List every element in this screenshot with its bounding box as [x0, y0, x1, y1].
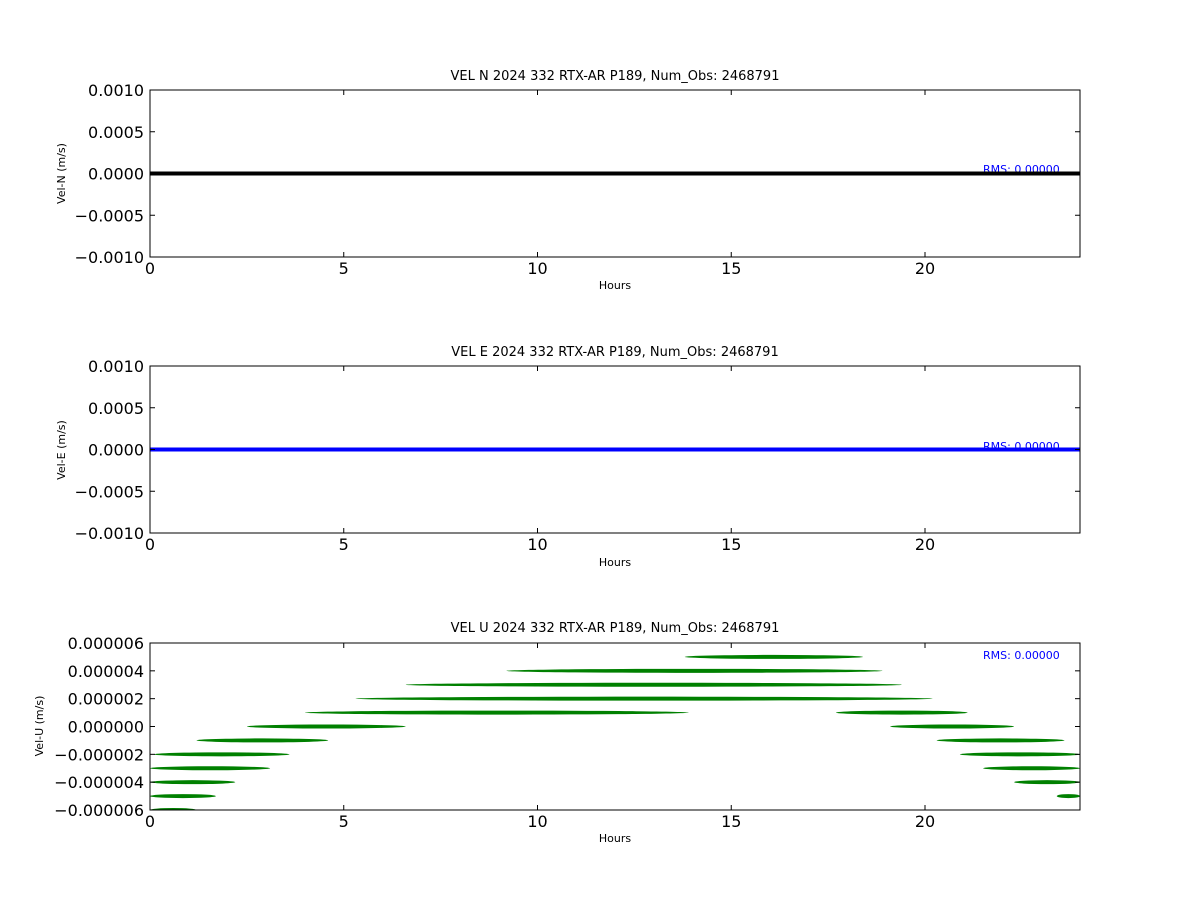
- y-tick-label: 0.000000: [68, 718, 144, 737]
- data-point-band: [305, 710, 689, 715]
- plot-area: 0 5 10 15 20 0.000006 0.000004 0.000002 0.000000…: [54, 634, 1081, 831]
- plot-area: 0 5 10 15 20 0.0010 0.0005 0.0000 −0.0005 −0.0010: [75, 81, 1081, 278]
- y-tick-label: 0.000006: [68, 634, 144, 653]
- data-point-band: [506, 668, 883, 673]
- x-tick-label: 0: [145, 535, 155, 554]
- x-tick-label: 10: [527, 812, 547, 831]
- data-point-band: [835, 710, 968, 715]
- panel-vel-e: VEL E 2024 332 RTX-AR P189, Num_Obs: 246…: [55, 345, 1081, 569]
- data-point-band: [355, 696, 933, 701]
- panel-vel-u: VEL U 2024 332 RTX-AR P189, Num_Obs: 246…: [33, 621, 1081, 845]
- plot-area: 0 5 10 15 20 0.0010 0.0005 0.0000 −0.0005 −0.0010: [75, 357, 1081, 554]
- y-tick-label: 0.0005: [88, 123, 144, 142]
- y-tick-label: −0.0005: [75, 206, 144, 225]
- x-tick-label: 15: [721, 535, 741, 554]
- x-axis-label: Hours: [599, 832, 631, 845]
- data-point-band: [150, 794, 216, 799]
- y-axis-label: Vel-U (m/s): [33, 696, 46, 757]
- data-marks: [150, 654, 1080, 810]
- y-tick-label: −0.000002: [54, 745, 144, 764]
- y-tick-label: 0.0005: [88, 399, 144, 418]
- data-point-band: [890, 724, 1015, 729]
- x-tick-label: 0: [145, 259, 155, 278]
- y-tick-label: 0.0010: [88, 81, 144, 100]
- x-tick-label: 20: [915, 259, 935, 278]
- data-point-band: [196, 738, 329, 743]
- data-point-band: [684, 654, 863, 659]
- x-tick-label: 15: [721, 259, 741, 278]
- y-tick-label: 0.000004: [68, 662, 144, 681]
- data-point-band: [936, 738, 1065, 743]
- y-tick-label: 0.0010: [88, 357, 144, 376]
- y-tick-label: −0.000006: [54, 801, 144, 820]
- x-axis-label: Hours: [599, 279, 631, 292]
- data-point-band: [153, 752, 290, 757]
- x-tick-label: 5: [339, 812, 349, 831]
- panel-title: VEL U 2024 332 RTX-AR P189, Num_Obs: 246…: [451, 621, 780, 636]
- x-tick-label: 5: [339, 535, 349, 554]
- x-tick-label: 20: [915, 535, 935, 554]
- x-axis-label: Hours: [599, 556, 631, 569]
- x-tick-label: 10: [527, 259, 547, 278]
- panel-title: VEL E 2024 332 RTX-AR P189, Num_Obs: 246…: [451, 345, 778, 360]
- y-tick-label: −0.000004: [54, 773, 144, 792]
- y-tick-label: 0.0000: [88, 441, 144, 460]
- x-tick-label: 15: [721, 812, 741, 831]
- y-tick-label: 0.0000: [88, 165, 144, 184]
- x-tick-label: 0: [145, 812, 155, 831]
- panel-title: VEL N 2024 332 RTX-AR P189, Num_Obs: 246…: [451, 69, 780, 84]
- data-point-band: [150, 766, 271, 771]
- y-axis-label: Vel-N (m/s): [55, 143, 68, 204]
- y-axis-label: Vel-E (m/s): [55, 420, 68, 480]
- data-point-band: [405, 682, 902, 687]
- x-tick-label: 20: [915, 812, 935, 831]
- x-tick-label: 10: [527, 535, 547, 554]
- x-tick-label: 5: [339, 259, 349, 278]
- data-point-band: [1014, 780, 1080, 785]
- data-point-band: [1056, 794, 1080, 799]
- y-tick-label: −0.0010: [75, 248, 144, 267]
- data-point-band: [150, 780, 236, 785]
- panel-vel-n: VEL N 2024 332 RTX-AR P189, Num_Obs: 246…: [55, 69, 1081, 292]
- rms-annotation: RMS: 0.00000: [983, 649, 1060, 662]
- y-tick-label: 0.000002: [68, 690, 144, 709]
- data-point-band: [983, 766, 1080, 771]
- data-point-band: [246, 724, 406, 729]
- data-point-band: [959, 752, 1080, 757]
- y-tick-label: −0.0005: [75, 482, 144, 501]
- y-tick-label: −0.0010: [75, 524, 144, 543]
